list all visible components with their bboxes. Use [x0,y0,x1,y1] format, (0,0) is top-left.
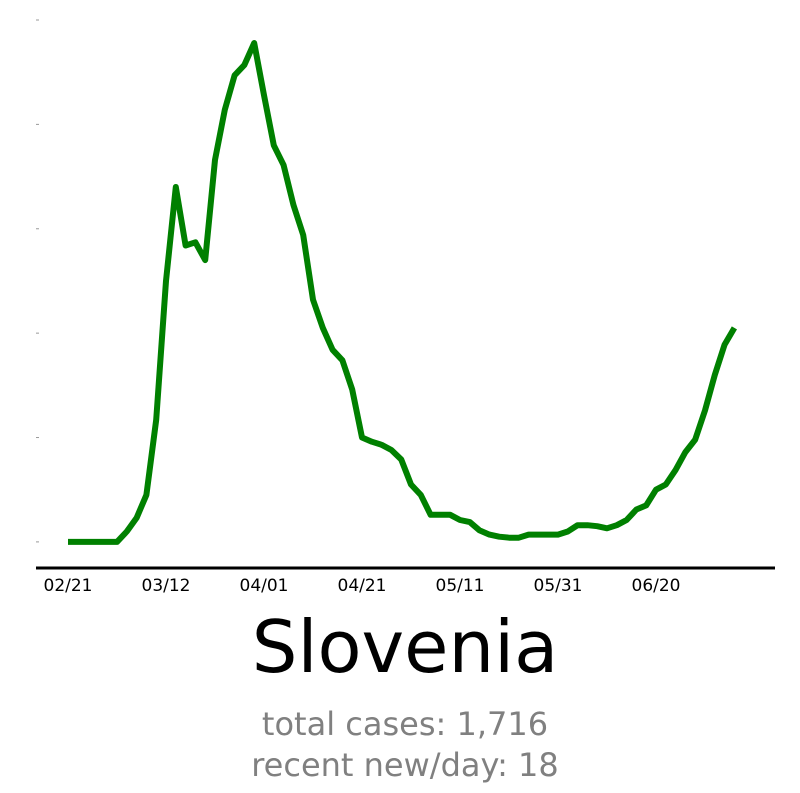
x-tick-label: 06/20 [632,576,681,596]
x-tick-label: 03/12 [142,576,191,596]
data-line [68,40,737,545]
x-tick-label: 04/01 [240,576,289,596]
total-cases: total cases: 1,716 [262,705,548,743]
x-tick-label: 05/31 [534,576,583,596]
x-tick-label: 05/11 [436,576,485,596]
recent-new-per-day: recent new/day: 18 [251,746,559,784]
x-tick-label: 02/21 [44,576,93,596]
chart-title: Slovenia [252,605,558,689]
x-tick-label: 04/21 [338,576,387,596]
